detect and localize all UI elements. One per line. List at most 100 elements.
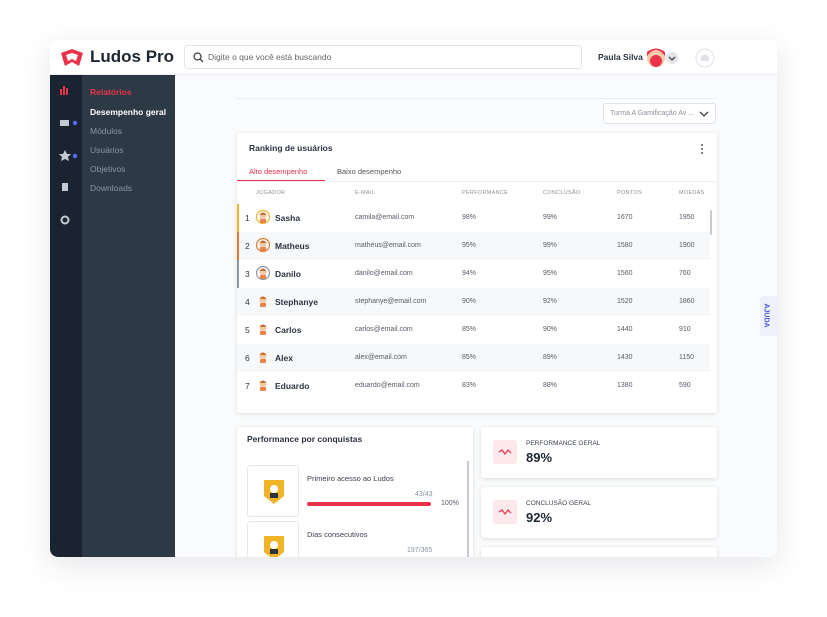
table-cell: 910 [679,326,691,333]
stat-card [481,547,717,557]
table-row: 4 Stephanye stephanye@email.com 90% 92% 1520 1… [237,288,710,316]
table-cell: danilo@email.com [355,270,413,277]
player-name: Eduardo [275,381,310,391]
player-avatar [256,265,270,281]
table-cell: 760 [679,270,691,277]
table-cell: 6 [245,353,250,363]
table-cell: 90% [543,326,558,333]
table-cell: 1670 [617,214,633,221]
menu-section[interactable]: Relatórios [90,87,132,97]
table-cell: 90% [462,298,477,305]
table-row: 7 Eduardo eduardo@email.com 83% 88% 1380 590 [237,372,710,400]
table-cell: 95% [543,270,558,277]
table-cell: 85% [462,354,477,361]
table-row: 2 Matheus matheus@email.com 95% 99% 1580 1900 [237,232,710,260]
table-cell: 1580 [617,242,633,249]
table-cell: eduardo@email.com [355,382,420,389]
progress-track [307,502,431,506]
stat-card: CONCLUSÃO GERAL 92% [481,487,717,538]
more-menu[interactable] [699,143,705,155]
column-header: PONTOS [617,190,642,196]
table-cell: 1520 [617,298,633,305]
filter-text: Turma A Gamificação Av ... [610,110,695,117]
achievements-card: Performance por conquistas Primeiro aces… [237,427,473,557]
column-header: CONCLUSÃO [543,190,581,196]
table-cell: carlos@email.com [355,326,413,333]
badge-icon [264,480,284,504]
achievements-title: Performance por conquistas [247,434,363,444]
player-name: Carlos [275,325,302,335]
user-avatar[interactable] [646,47,680,69]
table-cell: 590 [679,382,691,389]
table-cell: stephanye@email.com [355,298,427,305]
player-avatar [259,296,267,307]
table-cell: 5 [245,325,250,335]
player-name: Matheus [275,241,310,251]
table-cell: 92% [543,298,558,305]
player-avatar [259,352,267,363]
table-cell: 94% [462,270,477,277]
table-row: 6 Alex alex@email.com 85% 89% 1430 1150 [237,344,710,372]
achievement-badge [247,465,299,517]
table-cell: 1560 [617,270,633,277]
column-header: JOGADOR [256,190,286,196]
table-row: 5 Carlos carlos@email.com 85% 90% 1440 910 [237,316,710,344]
help-label: AJUDA [762,303,770,328]
achievement-label: Primeiro acesso ao Ludos [307,474,394,483]
table-cell: 98% [462,214,477,221]
ranking-title: Ranking de usuários [249,143,333,153]
tab[interactable]: Baixo desempenho [337,167,402,176]
table-cell: 4 [245,297,250,307]
table-cell: 3 [245,269,250,279]
table-cell: 99% [543,242,558,249]
menu-item[interactable]: Usuários [90,145,124,155]
stat-icon [493,500,517,524]
player-name: Alex [275,353,293,363]
table-cell: 1950 [679,214,695,221]
table-cell: 89% [543,354,558,361]
table-cell: 1380 [617,382,633,389]
achievement-count: 43/43 [415,491,433,498]
stat-value: 89% [526,450,553,465]
badge-icon [264,536,284,557]
rank-marker [237,204,239,232]
table-row: 1 Sasha camila@email.com 98% 99% 1670 1950 [237,204,710,232]
menu-item[interactable]: Downloads [90,183,133,193]
class-filter[interactable]: Turma A Gamificação Av ... [603,103,716,124]
tab-border [237,181,717,182]
table-cell: 1 [245,213,250,223]
stat-card: PERFORMANCE GERAL 89% [481,427,717,478]
side-menu [82,75,175,557]
menu-item[interactable]: Desempenho geral [90,107,167,117]
tab-active[interactable]: Alto desempenho [249,167,308,176]
rank-marker [237,260,239,288]
player-name: Sasha [275,213,301,223]
user-name: Paula Silva [598,52,643,62]
table-row: 3 Danilo danilo@email.com 94% 95% 1560 760 [237,260,710,288]
table-cell: 83% [462,382,477,389]
table-cell: matheus@email.com [355,242,421,249]
stat-value: 92% [526,510,553,525]
divider [236,98,716,99]
menu-item[interactable]: Objetivos [90,164,126,174]
ranking-card: Ranking de usuários Alto desempenho Baix… [237,133,717,413]
menu-item[interactable]: Módulos [90,126,123,136]
player-avatar [259,380,267,391]
player-avatar [259,324,267,335]
player-name: Danilo [275,269,301,279]
notifications[interactable] [695,48,715,68]
search-box[interactable]: Digite o que você está buscando [184,45,582,69]
table-cell: camila@email.com [355,214,415,221]
achievement-progress: 100% [441,500,459,507]
player-avatar [256,209,270,225]
table-cell: 85% [462,326,477,333]
achievement-badge [247,521,299,557]
app-window: Ludos Pro Digite o que você está buscand… [50,40,777,557]
help-tab[interactable]: AJUDA [760,296,777,336]
stat-label: PERFORMANCE GERAL [526,440,601,447]
stat-label: CONCLUSÃO GERAL [526,500,592,507]
achievement-count: 197/365 [407,547,433,554]
table-cell: 7 [245,381,250,391]
achievement-label: Dias consecutivos [307,530,368,539]
